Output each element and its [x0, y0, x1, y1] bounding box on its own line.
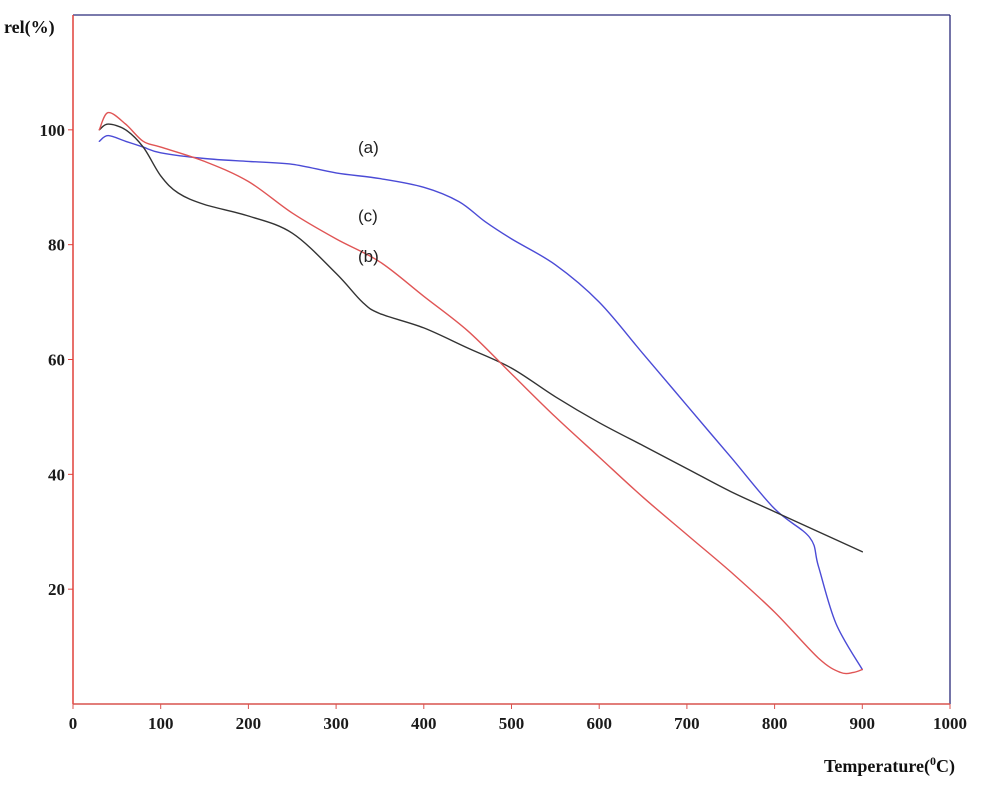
- y-tick-label: 60: [48, 351, 65, 370]
- x-tick-label: 600: [586, 714, 612, 733]
- x-tick-label: 500: [499, 714, 525, 733]
- annotation-layer: (a) (c) (b): [358, 138, 379, 266]
- x-tick-label: 700: [674, 714, 700, 733]
- x-tick-label: 400: [411, 714, 437, 733]
- y-tick-label: 20: [48, 580, 65, 599]
- y-tick-label: 80: [48, 236, 65, 255]
- series-line-c: [98, 111, 863, 675]
- x-tick-label: 800: [762, 714, 788, 733]
- x-axis-label: Temperature(0C): [824, 754, 955, 777]
- x-tick-label: 200: [236, 714, 262, 733]
- series-annotation-b: (b): [358, 247, 379, 266]
- x-tick-label: 900: [850, 714, 876, 733]
- series-layer: [98, 111, 863, 675]
- x-axis-label-prefix: Temperature(: [824, 756, 930, 777]
- series-annotation-a: (a): [358, 138, 379, 157]
- y-axis-label: rel(%): [4, 17, 55, 38]
- x-tick-label: 100: [148, 714, 174, 733]
- series-line-b: [98, 123, 863, 553]
- y-tick-label: 100: [40, 121, 66, 140]
- y-tick-label: 40: [48, 465, 65, 484]
- x-axis-label-superscript: 0: [930, 754, 936, 768]
- tick-layer: 0 100 200 300 400 500 600 700 800 900 1000 20 40 60 80…: [40, 121, 968, 733]
- plot-frame: [72, 14, 951, 705]
- series-line-a: [98, 134, 863, 671]
- series-annotation-c: (c): [358, 207, 378, 226]
- x-tick-label: 300: [323, 714, 349, 733]
- x-axis-label-suffix: C): [936, 756, 955, 777]
- x-tick-label: 1000: [933, 714, 967, 733]
- x-tick-label: 0: [69, 714, 78, 733]
